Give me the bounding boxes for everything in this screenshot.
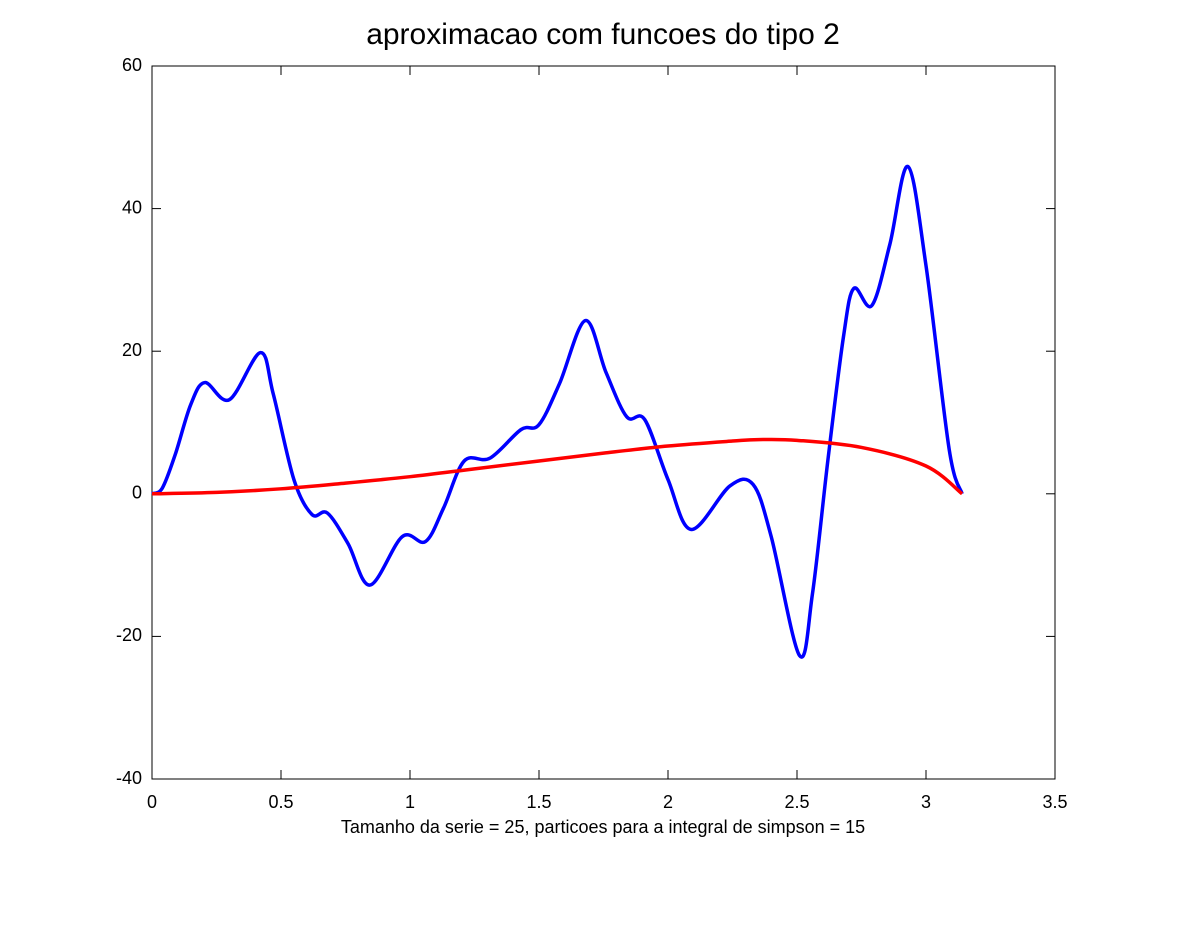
x-tick-label: 0 — [147, 792, 157, 812]
x-tick-label: 1 — [405, 792, 415, 812]
x-tick-label: 1.5 — [526, 792, 551, 812]
y-tick-label: 0 — [132, 483, 142, 503]
y-tick-label: 40 — [122, 197, 142, 217]
y-tick-label: -20 — [116, 625, 142, 645]
chart-title: aproximacao com funcoes do tipo 2 — [366, 18, 840, 51]
series-line — [151, 164, 964, 659]
plot-frame — [151, 65, 1056, 780]
x-axis-label: Tamanho da serie = 25, particoes para a … — [341, 817, 865, 837]
x-tick-label: 3 — [921, 792, 931, 812]
x-tick-label: 3.5 — [1042, 792, 1067, 812]
x-tick-label: 0.5 — [268, 792, 293, 812]
y-tick-label: 20 — [122, 340, 142, 360]
y-tick-label: -40 — [116, 768, 142, 788]
y-tick-label: 60 — [122, 55, 142, 75]
x-tick-label: 2 — [663, 792, 673, 812]
x-tick-label: 2.5 — [784, 792, 809, 812]
series-line — [151, 437, 964, 496]
